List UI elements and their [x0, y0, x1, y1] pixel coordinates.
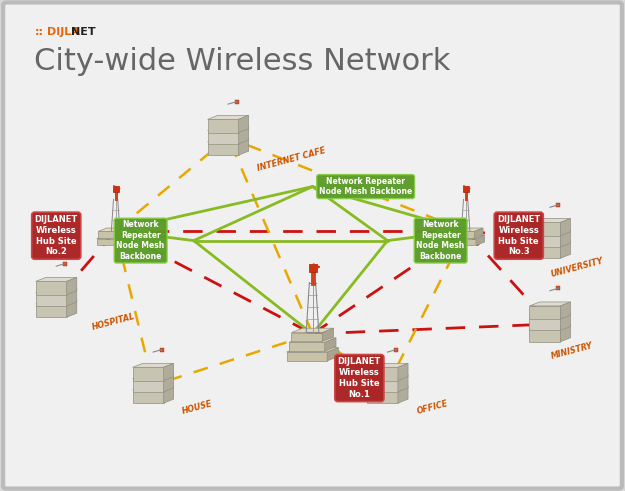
Polygon shape: [289, 342, 325, 351]
Polygon shape: [132, 367, 164, 381]
Polygon shape: [36, 293, 67, 306]
Polygon shape: [97, 235, 134, 239]
Text: ::: ::: [34, 27, 43, 37]
Polygon shape: [208, 131, 239, 144]
Polygon shape: [208, 127, 249, 131]
Polygon shape: [126, 235, 134, 246]
Text: INTERNET CAFE: INTERNET CAFE: [256, 146, 327, 173]
Polygon shape: [132, 390, 164, 403]
Polygon shape: [529, 234, 561, 247]
Text: UNIVERSITY: UNIVERSITY: [550, 256, 604, 279]
FancyBboxPatch shape: [3, 2, 622, 489]
Polygon shape: [239, 115, 249, 133]
Polygon shape: [398, 375, 408, 392]
Text: Network
Repeater
Node Mesh
Backbone: Network Repeater Node Mesh Backbone: [416, 220, 465, 261]
Polygon shape: [367, 375, 408, 379]
Polygon shape: [124, 228, 133, 238]
Polygon shape: [561, 313, 571, 330]
Text: DIJLANET
Wireless
Hub Site
No.3: DIJLANET Wireless Hub Site No.3: [497, 215, 541, 256]
Polygon shape: [132, 379, 164, 392]
Text: DIJLANET
Wireless
Hub Site
No.2: DIJLANET Wireless Hub Site No.2: [34, 215, 78, 256]
Polygon shape: [529, 241, 571, 245]
Polygon shape: [398, 386, 408, 403]
Polygon shape: [208, 142, 239, 155]
Polygon shape: [561, 302, 571, 319]
Polygon shape: [474, 228, 483, 238]
Polygon shape: [98, 231, 124, 238]
Polygon shape: [36, 281, 67, 295]
Polygon shape: [529, 325, 571, 328]
Polygon shape: [447, 239, 476, 246]
Polygon shape: [398, 363, 408, 381]
Polygon shape: [36, 289, 77, 293]
Polygon shape: [561, 241, 571, 258]
Polygon shape: [529, 306, 561, 319]
Polygon shape: [322, 328, 334, 341]
Polygon shape: [67, 289, 77, 306]
Text: DIJLANET
Wireless
Hub Site
No.1: DIJLANET Wireless Hub Site No.1: [338, 357, 381, 399]
Polygon shape: [208, 138, 249, 142]
Polygon shape: [447, 235, 484, 239]
Text: Network
Repeater
Node Mesh
Backbone: Network Repeater Node Mesh Backbone: [116, 220, 165, 261]
Polygon shape: [561, 230, 571, 247]
Text: HOSPITAL: HOSPITAL: [91, 311, 136, 332]
Polygon shape: [286, 352, 328, 361]
Text: Network Repeater
Node Mesh Backbone: Network Repeater Node Mesh Backbone: [319, 177, 412, 196]
Polygon shape: [529, 230, 571, 234]
Polygon shape: [529, 222, 561, 236]
Polygon shape: [36, 300, 77, 304]
Polygon shape: [67, 300, 77, 317]
Polygon shape: [367, 367, 398, 381]
Polygon shape: [529, 302, 571, 306]
Polygon shape: [561, 325, 571, 342]
Polygon shape: [291, 328, 334, 332]
Polygon shape: [529, 218, 571, 222]
Polygon shape: [529, 317, 561, 330]
Polygon shape: [97, 239, 126, 246]
Polygon shape: [291, 332, 322, 341]
Polygon shape: [529, 313, 571, 317]
Polygon shape: [561, 218, 571, 236]
Text: NET: NET: [71, 27, 95, 37]
Polygon shape: [36, 304, 67, 317]
Polygon shape: [328, 348, 339, 361]
Text: City-wide Wireless Network: City-wide Wireless Network: [34, 47, 451, 76]
Text: HOUSE: HOUSE: [181, 399, 214, 416]
Text: DIJLA: DIJLA: [47, 27, 80, 37]
Polygon shape: [164, 363, 174, 381]
Polygon shape: [132, 386, 174, 390]
Polygon shape: [239, 127, 249, 144]
Polygon shape: [529, 245, 561, 258]
Polygon shape: [164, 386, 174, 403]
Polygon shape: [367, 390, 398, 403]
Polygon shape: [289, 338, 336, 342]
Polygon shape: [367, 386, 408, 390]
Polygon shape: [286, 348, 339, 352]
Polygon shape: [325, 338, 336, 351]
Text: MINISTRY: MINISTRY: [550, 341, 594, 361]
Polygon shape: [164, 375, 174, 392]
Polygon shape: [98, 228, 133, 231]
Polygon shape: [367, 363, 408, 367]
Polygon shape: [448, 228, 483, 231]
Polygon shape: [529, 328, 561, 342]
Polygon shape: [132, 375, 174, 379]
Polygon shape: [208, 119, 239, 133]
Polygon shape: [208, 115, 249, 119]
Polygon shape: [448, 231, 474, 238]
Text: OFFICE: OFFICE: [416, 399, 449, 416]
Polygon shape: [132, 363, 174, 367]
Polygon shape: [367, 379, 398, 392]
Polygon shape: [476, 235, 484, 246]
Polygon shape: [67, 277, 77, 295]
Polygon shape: [36, 277, 77, 281]
Polygon shape: [239, 138, 249, 155]
